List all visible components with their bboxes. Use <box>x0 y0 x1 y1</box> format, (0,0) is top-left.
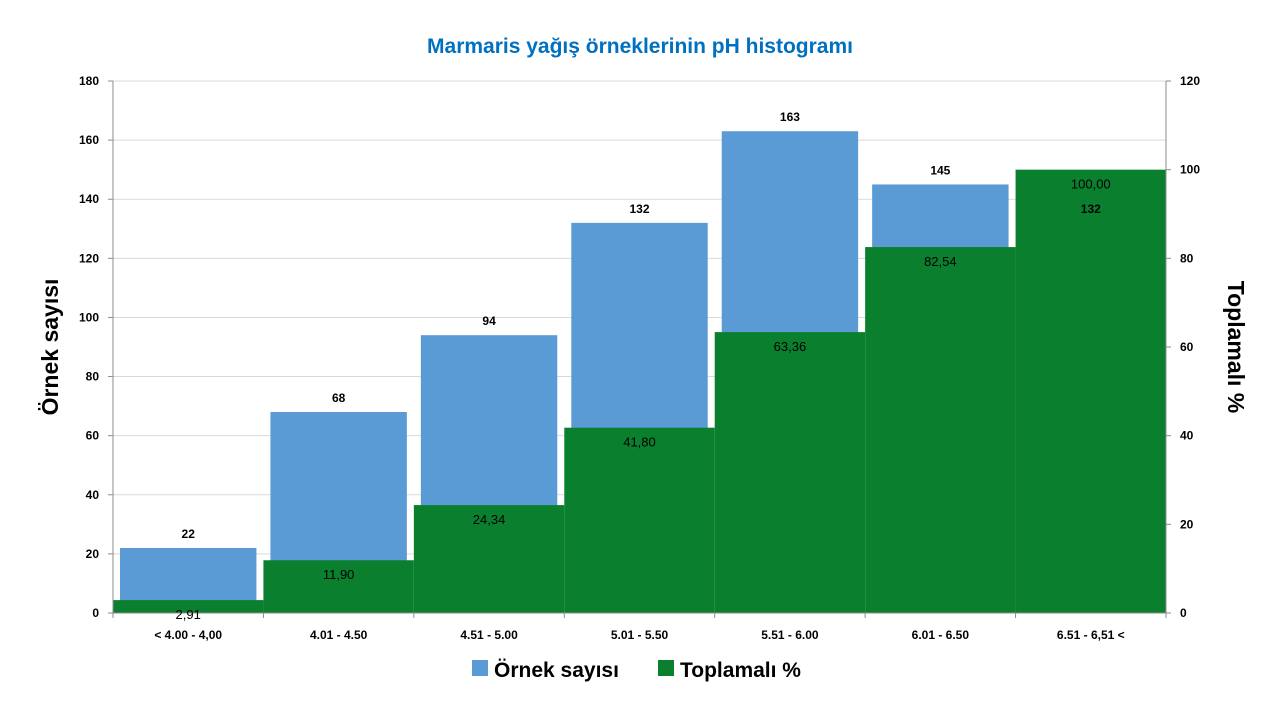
y2-tick-label: 80 <box>1180 251 1194 265</box>
x-tick-label: 5.01 - 5.50 <box>611 628 669 642</box>
x-tick-label: < 4.00 - 4,00 <box>154 628 222 642</box>
y-axis-title: Örnek sayısı <box>37 279 63 416</box>
legend-swatch-count <box>472 660 488 676</box>
y-tick-label: 180 <box>79 74 99 88</box>
legend-label-count: Örnek sayısı <box>494 659 619 682</box>
x-tick-label: 6.01 - 6.50 <box>912 628 970 642</box>
y-tick-label: 20 <box>86 547 100 561</box>
y-tick-label: 140 <box>79 192 99 206</box>
y2-tick-label: 60 <box>1180 340 1194 354</box>
count-data-label: 132 <box>1081 202 1101 216</box>
y-tick-label: 120 <box>79 251 99 265</box>
count-data-label: 132 <box>629 202 649 216</box>
cumulative-data-label: 2,91 <box>176 607 201 622</box>
y2-tick-label: 20 <box>1180 517 1194 531</box>
legend-swatch-cumulative <box>658 660 674 676</box>
chart-title: Marmaris yağış örneklerinin pH histogram… <box>427 35 853 58</box>
x-tick-label: 4.01 - 4.50 <box>310 628 368 642</box>
legend-label-cumulative: Toplamalı % <box>680 659 801 682</box>
cumulative-bar <box>263 560 414 613</box>
cumulative-data-label: 63,36 <box>774 339 807 354</box>
y2-axis-title: Toplamalı % <box>1223 281 1249 414</box>
y2-tick-label: 100 <box>1180 163 1200 177</box>
axes: 0 20 40 60 80 100 120 140 160 180 0 20 40 60 80 100 120 <… <box>79 74 1200 642</box>
cumulative-bar <box>413 505 565 613</box>
y-tick-label: 0 <box>92 606 99 620</box>
x-tick-label: 5.51 - 6.00 <box>761 628 819 642</box>
count-data-label: 22 <box>182 527 196 541</box>
y2-tick-label: 0 <box>1180 606 1187 620</box>
x-tick-label: 4.51 - 5.00 <box>460 628 518 642</box>
legend: Örnek sayısı Toplamalı % <box>472 659 801 682</box>
data-labels: 22 2,91 68 11,90 94 24,34 132 41,80 163 63,36 145 8… <box>176 110 1111 622</box>
x-tick-label: 6.51 - 6,51 < <box>1057 628 1125 642</box>
cumulative-bar <box>714 332 866 613</box>
cumulative-data-label: 11,90 <box>323 567 355 582</box>
count-data-label: 68 <box>332 391 346 405</box>
y-tick-label: 40 <box>86 488 100 502</box>
cumulative-bar <box>1015 169 1166 613</box>
y-tick-label: 160 <box>79 133 99 147</box>
count-data-label: 163 <box>780 110 800 124</box>
cumulative-data-label: 82,54 <box>924 254 957 269</box>
y-tick-label: 100 <box>79 310 99 324</box>
y2-tick-label: 120 <box>1180 74 1200 88</box>
cumulative-bars <box>113 169 1166 613</box>
cumulative-bar <box>564 427 715 613</box>
cumulative-data-label: 24,34 <box>473 512 506 527</box>
cumulative-data-label: 100,00 <box>1071 177 1111 192</box>
cumulative-bar <box>865 247 1016 613</box>
count-data-label: 145 <box>930 163 950 177</box>
cumulative-bar <box>113 600 264 613</box>
count-data-label: 94 <box>482 314 496 328</box>
y-tick-label: 80 <box>86 370 100 384</box>
cumulative-data-label: 41,80 <box>623 435 656 450</box>
y-tick-label: 60 <box>86 429 100 443</box>
y2-tick-label: 40 <box>1180 429 1194 443</box>
